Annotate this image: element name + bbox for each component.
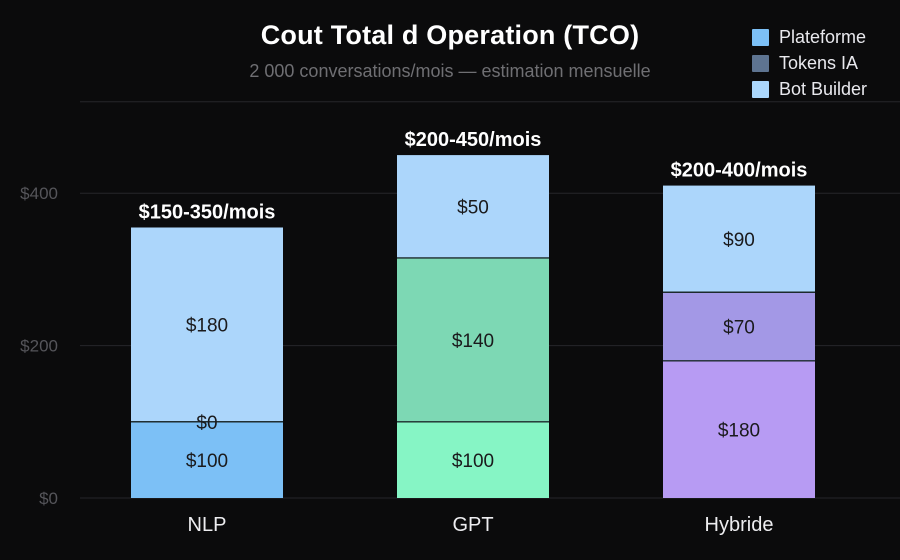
- legend-item-bot-builder: Bot Builder: [752, 76, 867, 102]
- chart-subtitle: 2 000 conversations/mois — estimation me…: [249, 61, 651, 81]
- legend-swatch-tokens-ia: [752, 54, 769, 72]
- bar-segment: [663, 185, 815, 293]
- segment-value-label: $100: [452, 451, 494, 472]
- x-tick-label: GPT: [452, 514, 493, 536]
- bar-segment: [131, 421, 283, 498]
- bar-segment: [131, 227, 283, 422]
- y-tick-label: $0: [39, 489, 58, 508]
- segment-value-label: $140: [452, 331, 494, 352]
- segment-value-label: $90: [723, 230, 755, 251]
- bar-segment: [397, 421, 549, 498]
- legend-label: Plateforme: [779, 26, 867, 47]
- segment-value-label: $100: [186, 451, 228, 472]
- segment-value-label: $180: [718, 420, 760, 441]
- bar-segment: [663, 360, 815, 498]
- bar-total-label: $200-400/mois: [671, 160, 808, 182]
- segment-value-label: $50: [457, 198, 489, 219]
- bar-total-label: $150-350/mois: [139, 201, 276, 223]
- bar-segment: [397, 257, 549, 422]
- segment-value-label: $0: [196, 413, 217, 434]
- bar-segment: [663, 292, 815, 361]
- segment-value-label: $180: [186, 316, 228, 337]
- y-tick-label: $200: [20, 337, 58, 356]
- bar-total-label: $200-450/mois: [405, 129, 542, 151]
- bar-segment: [397, 155, 549, 258]
- legend-label: Bot Builder: [779, 78, 868, 99]
- chart-title: Cout Total d Operation (TCO): [260, 20, 640, 50]
- legend-swatch-plateforme: [752, 28, 769, 46]
- legend-item-tokens-ia: Tokens IA: [752, 50, 867, 76]
- legend-item-plateforme: Plateforme: [752, 24, 867, 50]
- legend-label: Tokens IA: [779, 52, 859, 73]
- y-tick-label: $400: [20, 184, 58, 203]
- legend: Plateforme Tokens IA Bot Builder: [752, 24, 867, 102]
- x-tick-label: Hybride: [705, 514, 774, 536]
- legend-swatch-bot-builder: [752, 80, 769, 98]
- x-tick-label: NLP: [188, 514, 227, 536]
- segment-value-label: $70: [723, 318, 755, 339]
